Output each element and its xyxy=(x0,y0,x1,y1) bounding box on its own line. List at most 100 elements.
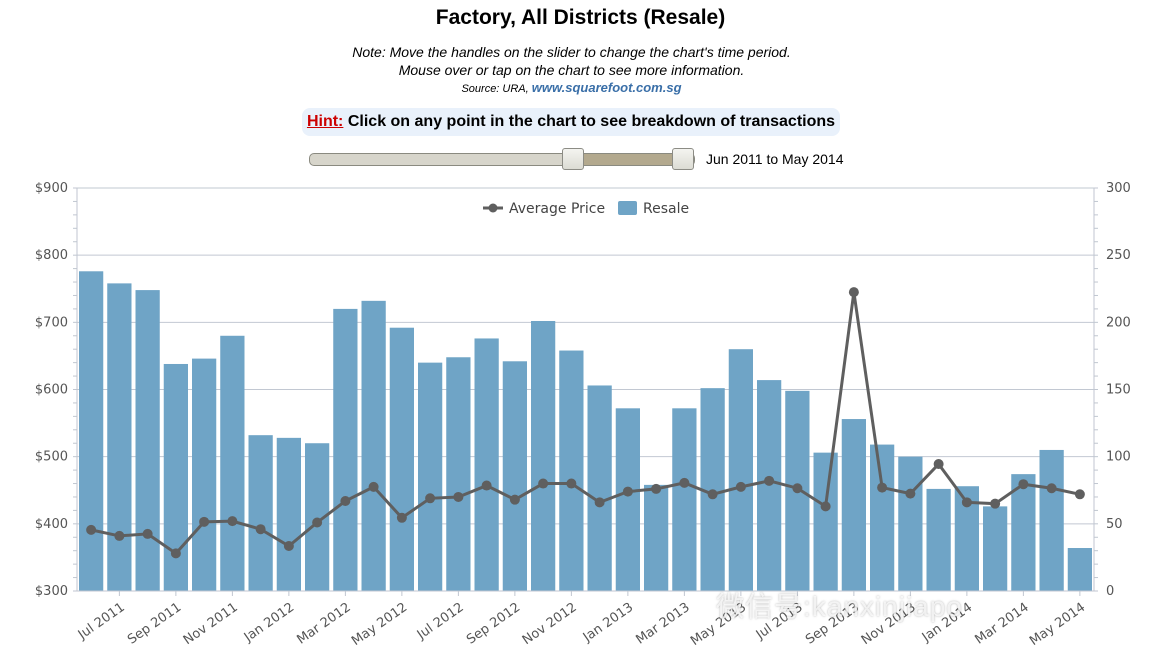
average-price-point[interactable] xyxy=(227,516,238,527)
resale-bar[interactable] xyxy=(813,452,838,591)
average-price-point[interactable] xyxy=(877,482,888,493)
average-price-point[interactable] xyxy=(199,516,210,527)
x-axis-tick-label: Mar 2013 xyxy=(633,600,692,648)
left-axis-tick-label: $300 xyxy=(35,584,68,599)
average-price-point[interactable] xyxy=(820,501,831,512)
resale-bar[interactable] xyxy=(841,419,866,591)
resale-bar[interactable] xyxy=(333,308,358,591)
average-price-point[interactable] xyxy=(848,287,859,298)
resale-bar[interactable] xyxy=(587,385,612,591)
average-price-point[interactable] xyxy=(368,481,379,492)
left-axis-tick-label: $400 xyxy=(35,517,68,532)
hint-box: Hint: Click on any point in the chart to… xyxy=(302,108,840,136)
slider-end-handle[interactable] xyxy=(672,148,695,170)
right-axis-tick-label: 250 xyxy=(1106,248,1131,263)
time-slider-selected-range[interactable] xyxy=(572,154,683,165)
x-axis-tick-label: Jan 2012 xyxy=(241,600,297,646)
x-axis-tick-label: Mar 2012 xyxy=(294,600,353,648)
average-price-point[interactable] xyxy=(283,540,294,551)
average-price-point[interactable] xyxy=(764,475,775,486)
resale-bar[interactable] xyxy=(502,361,527,591)
left-axis-tick-label: $600 xyxy=(35,383,68,398)
average-price-point[interactable] xyxy=(453,491,464,502)
average-price-point[interactable] xyxy=(594,497,605,508)
x-axis-tick-label: Jan 2013 xyxy=(580,600,636,646)
average-price-point[interactable] xyxy=(509,494,520,505)
x-axis-tick-label: Sep 2011 xyxy=(125,600,184,648)
average-price-point[interactable] xyxy=(312,517,323,528)
left-axis-tick-label: $500 xyxy=(35,450,68,465)
resale-bar[interactable] xyxy=(192,358,217,591)
source-line: Source: URA, www.squarefoot.com.sg xyxy=(0,80,1143,95)
average-price-point[interactable] xyxy=(933,459,944,470)
legend-resale[interactable]: Resale xyxy=(643,201,689,217)
note-line-2: Mouse over or tap on the chart to see mo… xyxy=(398,62,745,78)
left-axis-tick-label: $800 xyxy=(35,248,68,263)
resale-bar[interactable] xyxy=(107,283,132,591)
average-price-point[interactable] xyxy=(170,548,181,559)
average-price-point[interactable] xyxy=(792,483,803,494)
average-price-point[interactable] xyxy=(1074,489,1085,500)
right-axis-tick-label: 100 xyxy=(1106,450,1131,465)
x-axis-tick-label: Sep 2012 xyxy=(464,600,523,648)
resale-bar[interactable] xyxy=(79,271,104,591)
right-axis-tick-label: 200 xyxy=(1106,315,1131,330)
x-axis-tick-label: Mar 2014 xyxy=(972,600,1031,648)
resale-bar[interactable] xyxy=(870,444,895,591)
legend-bar-symbol xyxy=(618,201,637,215)
resale-bar[interactable] xyxy=(418,362,443,591)
resale-bar[interactable] xyxy=(644,484,669,591)
resale-bar[interactable] xyxy=(220,335,245,591)
legend-line-marker xyxy=(488,203,498,213)
x-axis-tick-label: Nov 2011 xyxy=(181,600,241,648)
average-price-point[interactable] xyxy=(340,495,351,506)
resale-bar[interactable] xyxy=(926,488,951,591)
resale-bar[interactable] xyxy=(728,349,753,591)
source-link[interactable]: www.squarefoot.com.sg xyxy=(531,80,682,95)
average-price-point[interactable] xyxy=(425,493,436,504)
x-axis-tick-label: May 2014 xyxy=(1027,600,1088,649)
average-price-point[interactable] xyxy=(566,478,577,489)
average-price-point[interactable] xyxy=(1046,483,1057,494)
resale-bar[interactable] xyxy=(531,320,556,591)
resale-bar[interactable] xyxy=(248,435,273,591)
average-price-point[interactable] xyxy=(1018,479,1029,490)
average-price-point[interactable] xyxy=(905,488,916,499)
resale-bar[interactable] xyxy=(1039,449,1064,591)
resale-bar[interactable] xyxy=(446,357,471,591)
resale-bar[interactable] xyxy=(672,408,697,591)
hint-text: Click on any point in the chart to see b… xyxy=(347,113,836,130)
slider-range-label: Jun 2011 to May 2014 xyxy=(706,151,844,167)
resale-bar[interactable] xyxy=(276,437,301,591)
resale-bar[interactable] xyxy=(1011,474,1036,591)
average-price-point[interactable] xyxy=(622,486,633,497)
resale-bar[interactable] xyxy=(615,408,640,591)
resale-bar[interactable] xyxy=(1067,548,1092,591)
average-price-point[interactable] xyxy=(990,498,1001,509)
resale-bar[interactable] xyxy=(474,338,499,591)
resale-bar[interactable] xyxy=(559,350,584,591)
right-axis-tick-label: 300 xyxy=(1106,181,1131,196)
average-price-point[interactable] xyxy=(114,530,125,541)
x-axis-tick-label: Jul 2012 xyxy=(414,600,467,643)
average-price-point[interactable] xyxy=(255,524,266,535)
average-price-point[interactable] xyxy=(735,481,746,492)
x-axis-tick-label: May 2012 xyxy=(349,600,410,649)
average-price-point[interactable] xyxy=(538,478,549,489)
average-price-point[interactable] xyxy=(679,477,690,488)
average-price-point[interactable] xyxy=(142,528,153,539)
legend-average-price[interactable]: Average Price xyxy=(509,201,605,217)
average-price-point[interactable] xyxy=(707,489,718,500)
resale-bar[interactable] xyxy=(361,300,386,591)
average-price-point[interactable] xyxy=(481,480,492,491)
resale-bar[interactable] xyxy=(898,456,923,591)
resale-bar[interactable] xyxy=(389,327,414,591)
resale-bar[interactable] xyxy=(983,506,1008,591)
slider-start-handle[interactable] xyxy=(561,148,584,170)
average-price-point[interactable] xyxy=(651,483,662,494)
average-price-point[interactable] xyxy=(86,524,97,535)
average-price-point[interactable] xyxy=(961,497,972,508)
average-price-point[interactable] xyxy=(396,512,407,523)
resale-bar[interactable] xyxy=(135,290,160,591)
